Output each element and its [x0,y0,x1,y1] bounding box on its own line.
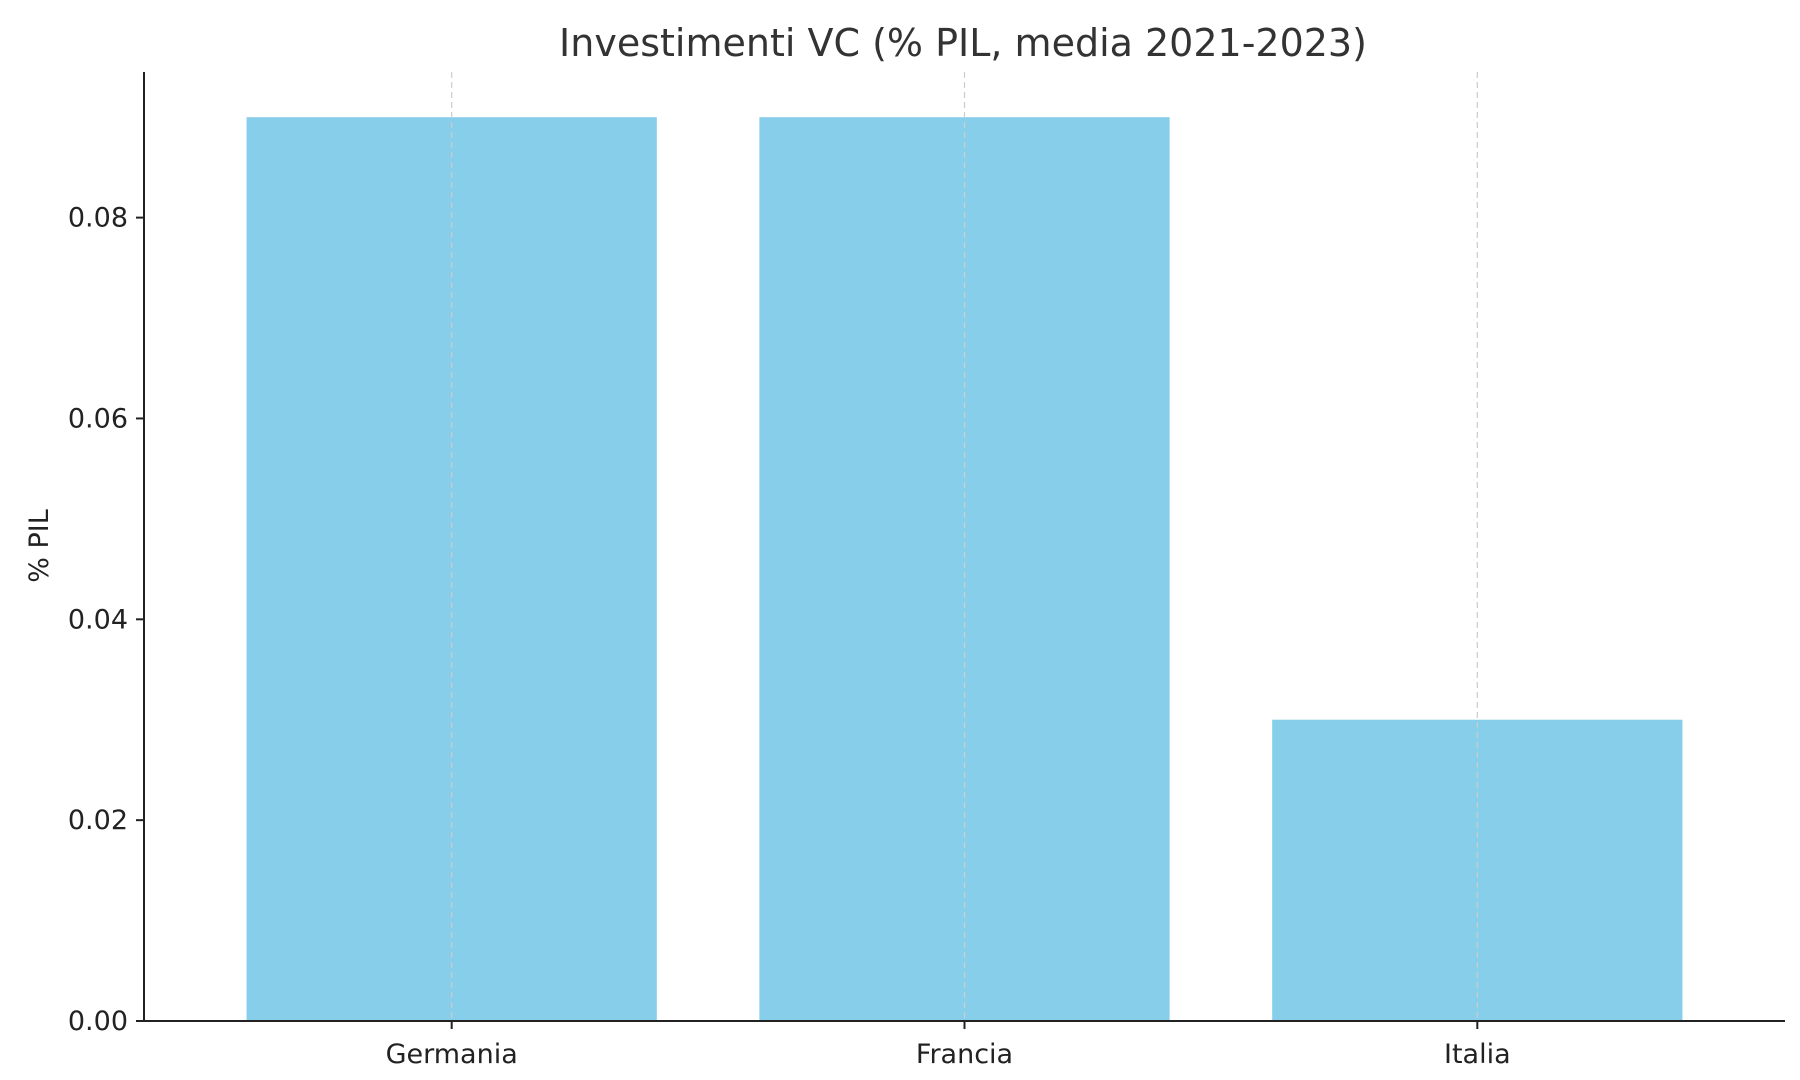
y-tick-label: 0.04 [68,604,128,635]
chart-title: Investimenti VC (% PIL, media 2021-2023) [559,21,1367,65]
y-tick-label: 0.08 [68,203,128,234]
y-axis-label: % PIL [24,509,55,583]
y-tick-label: 0.06 [68,403,128,434]
x-tick-label-germania: Germania [386,1039,518,1070]
x-tick-label-francia: Francia [916,1039,1013,1070]
axes [136,72,1785,1029]
tick-labels: Germania Francia Italia 0.00 0.02 0.04 0.06 0.0… [68,203,1511,1070]
y-tick-label: 0.02 [68,805,128,836]
y-tick-label: 0.00 [68,1006,128,1037]
x-tick-label-italia: Italia [1444,1039,1511,1070]
bar-italia [1272,719,1683,1021]
grid-lines [451,72,1478,1021]
